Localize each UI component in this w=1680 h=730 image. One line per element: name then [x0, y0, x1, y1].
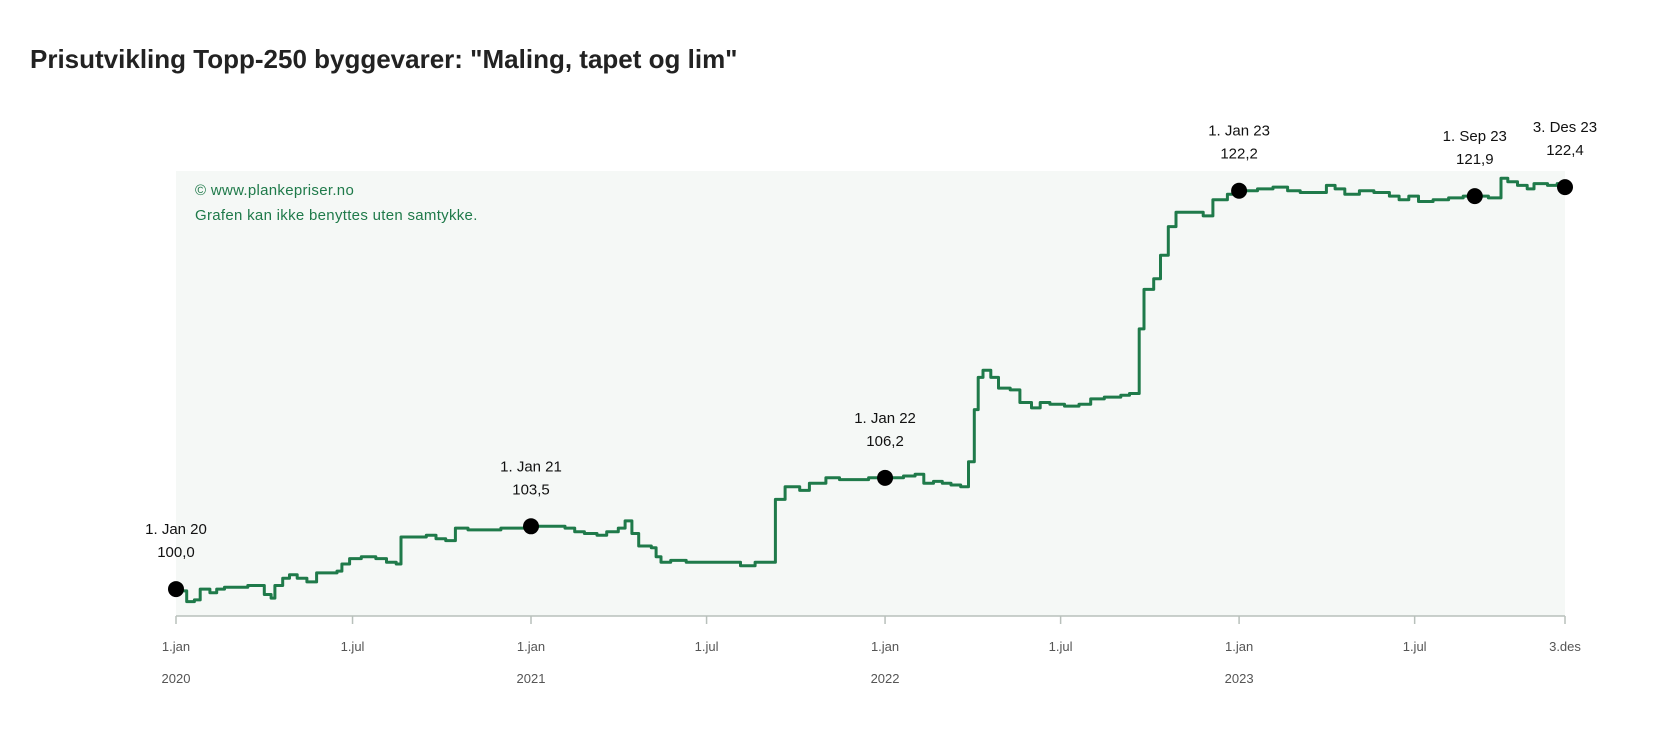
x-tick-label: 1.jan [871, 639, 899, 654]
highlight-point [523, 518, 540, 535]
x-year-label: 2023 [1225, 671, 1254, 686]
x-tick-label: 1.jul [695, 639, 719, 654]
highlight-date-label: 1. Jan 22 [854, 410, 916, 427]
highlight-markers: 1. Jan 20 100,0 1. Jan 21 103,5 1. Jan 22 106… [145, 119, 1597, 598]
highlight-point [1231, 182, 1248, 199]
plot-area [176, 171, 1565, 616]
x-year-label: 2022 [871, 671, 900, 686]
highlight-date-label: 3. Des 23 [1533, 119, 1597, 136]
highlight-value-label: 100,0 [157, 544, 195, 561]
highlight-value-label: 122,2 [1220, 146, 1258, 163]
credit-notice: Grafen kan ikke benyttes uten samtykke. [195, 207, 478, 224]
highlight-date-label: 1. Sep 23 [1443, 128, 1507, 145]
series-line [176, 176, 1567, 604]
highlight-date-label: 1. Jan 23 [1208, 123, 1270, 140]
highlight-point [1557, 179, 1573, 196]
x-tick-label: 1.jul [1049, 639, 1073, 654]
credit-text: © www.plankepriser.no [195, 182, 354, 199]
x-tick-label: 1.jul [1403, 639, 1427, 654]
page-title: Prisutvikling Topp-250 byggevarer: "Mali… [30, 44, 738, 74]
highlight-point [168, 581, 184, 598]
x-axis-ticks: 1.jan 2020 1.jul 1.jan 2021 1.jul 1.jan 2022 1.j… [162, 616, 1581, 686]
x-year-label: 2021 [517, 671, 546, 686]
x-tick-label: 1.jul [341, 639, 365, 654]
highlight-value-label: 121,9 [1456, 151, 1494, 168]
x-tick-label: 1.jan [1225, 639, 1253, 654]
highlight-date-label: 1. Jan 20 [145, 521, 207, 538]
highlight-point [877, 469, 894, 486]
x-tick-label: 3.des [1549, 639, 1581, 654]
highlight-point [1466, 188, 1483, 205]
x-tick-label: 1.jan [517, 639, 545, 654]
x-year-label: 2020 [162, 671, 191, 686]
highlight-value-label: 122,4 [1546, 142, 1584, 159]
highlight-value-label: 106,2 [866, 433, 904, 450]
highlight-date-label: 1. Jan 21 [500, 458, 562, 475]
highlight-value-label: 103,5 [512, 481, 550, 498]
x-tick-label: 1.jan [162, 639, 190, 654]
